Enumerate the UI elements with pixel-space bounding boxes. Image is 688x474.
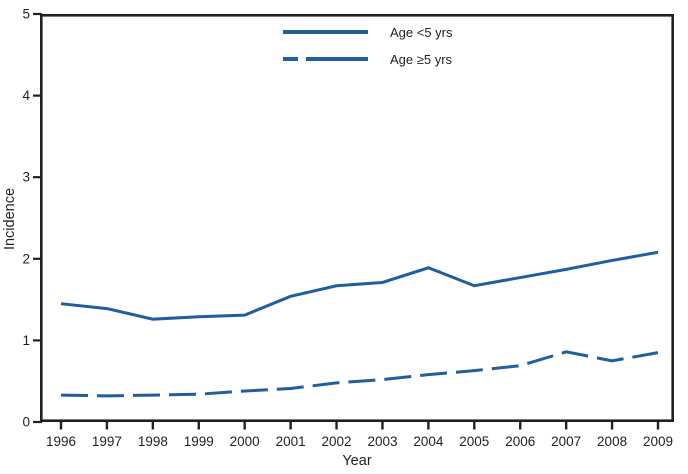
series-line-age-5-and-over	[60, 350, 659, 398]
x-tick-label: 1997	[92, 434, 122, 449]
x-tick-label: 1996	[46, 434, 76, 449]
x-tick-label: 2002	[322, 434, 352, 449]
y-tick-label: 3	[22, 170, 30, 185]
y-tick-label: 1	[22, 333, 30, 348]
y-tick-label: 4	[22, 88, 30, 103]
plot-frame	[39, 14, 675, 422]
x-axis-ticks: 1996 1997 1998 1999 2000 2001 2002 2003 2004 2005…	[46, 420, 673, 449]
legend-item-age-under-5: Age <5 yrs	[283, 24, 453, 40]
x-tick-label: 2001	[276, 434, 306, 449]
x-axis-title: Year	[342, 453, 372, 469]
series-lines	[60, 250, 659, 398]
y-tick-label: 5	[22, 7, 30, 22]
y-axis-ticks: 0 1 2 3 4 5	[22, 7, 42, 430]
y-axis-title: Incidence	[2, 187, 18, 251]
x-tick-label: 2005	[459, 434, 489, 449]
legend-line-sample-dashed	[283, 57, 368, 61]
y-tick-label: 2	[22, 251, 30, 266]
legend-label-age-5-and-over: Age ≥5 yrs	[390, 51, 453, 67]
x-tick-label: 1998	[138, 434, 168, 449]
legend-label-age-under-5: Age <5 yrs	[390, 24, 453, 40]
x-tick-label: 2007	[551, 434, 581, 449]
legend-line-sample-solid	[283, 30, 368, 34]
x-tick-label: 2000	[230, 434, 260, 449]
x-tick-label: 2008	[597, 434, 627, 449]
x-tick-label: 2009	[643, 434, 673, 449]
x-tick-label: 2006	[505, 434, 535, 449]
x-tick-label: 2003	[367, 434, 397, 449]
x-tick-label: 2004	[413, 434, 444, 449]
x-tick-label: 1999	[184, 434, 214, 449]
y-tick-label: 0	[22, 415, 30, 430]
legend-item-age-5-and-over: Age ≥5 yrs	[283, 51, 452, 67]
series-line-age-under-5	[60, 250, 659, 321]
